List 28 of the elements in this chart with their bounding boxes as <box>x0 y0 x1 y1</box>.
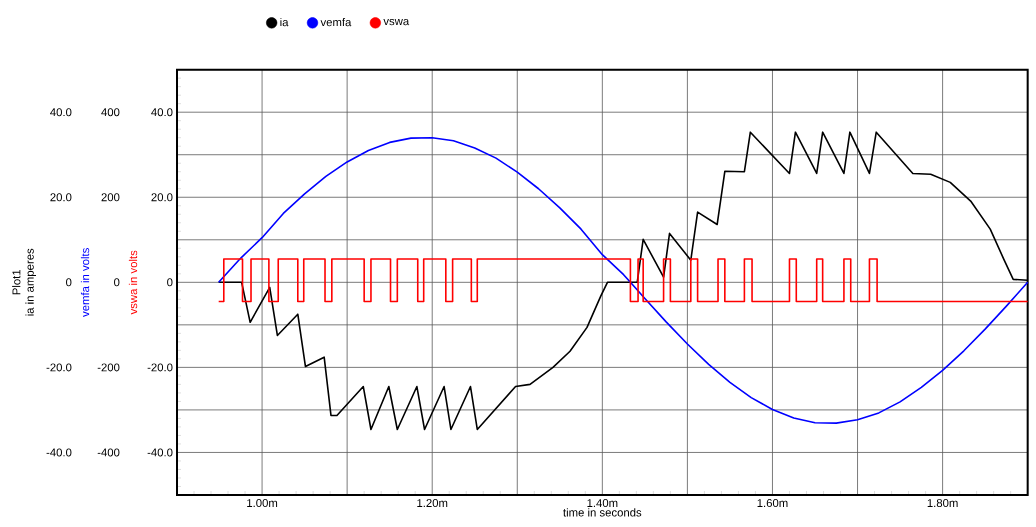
legend-label: vswa <box>383 18 410 26</box>
legend-label: vemfa <box>320 17 352 27</box>
legend-label: ia <box>280 17 289 27</box>
x-tick-label: 1.80m <box>927 499 958 508</box>
x-tick-label: 1.00m <box>247 499 278 508</box>
y-tick-label: 0 <box>66 278 72 287</box>
text: Plot1 <box>12 269 21 295</box>
y-tick-label: -20.0 <box>46 363 72 372</box>
y-tick-label: 40.0 <box>50 108 72 117</box>
y3-tick-label: 40.0 <box>151 108 173 117</box>
y3-tick-label: -20.0 <box>147 363 173 372</box>
x-tick-label: 1.40m <box>587 499 618 508</box>
y-tick-label: 20.0 <box>50 193 72 202</box>
y2-tick-label: 0 <box>114 278 120 287</box>
y3-tick-label: 20.0 <box>151 193 173 202</box>
y2-tick-label: 200 <box>101 193 120 202</box>
y-tick-label: -40.0 <box>46 448 72 457</box>
x-axis-title: time in seconds <box>563 508 642 517</box>
y3-tick-label: 0 <box>167 278 173 287</box>
y-axis-title: ia in amperes <box>25 248 36 316</box>
y3-tick-label: -40.0 <box>147 448 173 457</box>
y2-tick-label: 400 <box>101 108 120 117</box>
x-tick-label: 1.20m <box>417 499 448 508</box>
y2-axis-title: vemfa in volts <box>80 248 90 317</box>
y3-axis-title: vswa in volts <box>128 250 138 315</box>
y2-tick-label: -400 <box>97 448 120 457</box>
x-tick-label: 1.60m <box>757 499 788 508</box>
y2-tick-label: -200 <box>97 363 120 372</box>
